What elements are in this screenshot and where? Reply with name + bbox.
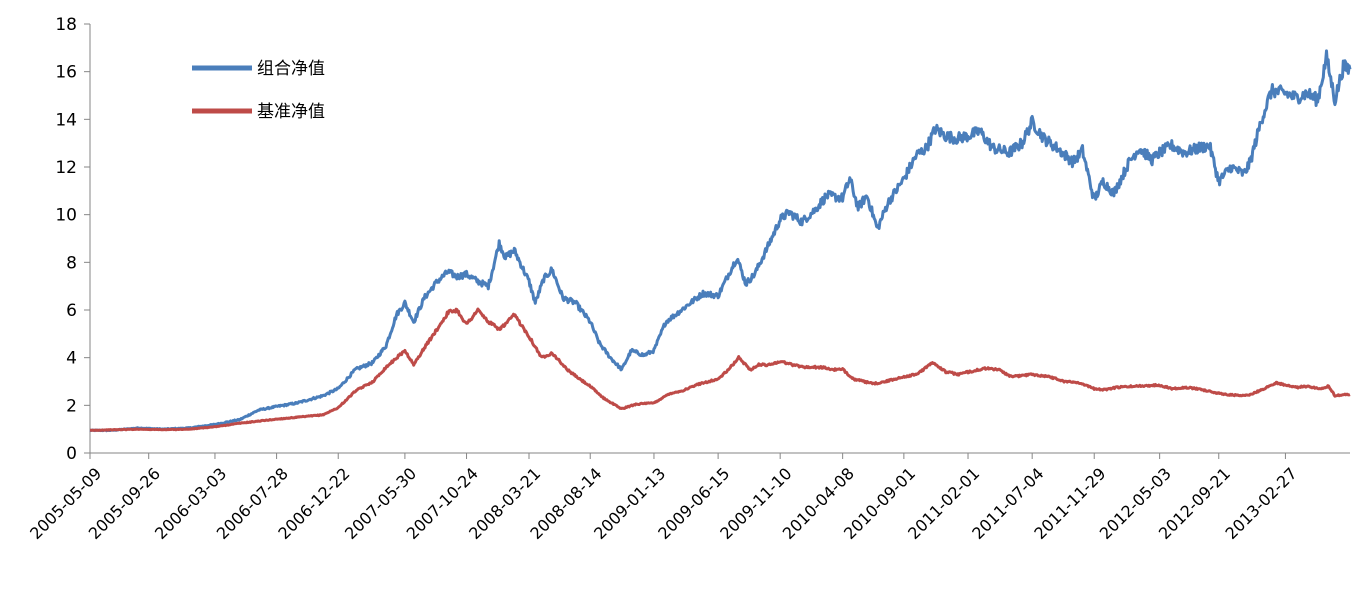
axes bbox=[89, 24, 1350, 454]
y-tick-label: 6 bbox=[66, 301, 77, 321]
series-lines bbox=[89, 49, 1352, 433]
legend-item-benchmark: 基准净值 bbox=[192, 102, 325, 122]
legend-label-benchmark: 基准净值 bbox=[257, 102, 325, 122]
legend-label-portfolio: 组合净值 bbox=[257, 59, 325, 79]
y-tick-label: 10 bbox=[55, 206, 77, 226]
y-tick-label: 18 bbox=[55, 15, 77, 35]
series-line-benchmark bbox=[89, 307, 1351, 432]
y-tick-label: 12 bbox=[55, 158, 77, 178]
y-ticks: 0 2 4 6 8 10 12 14 16 18 bbox=[55, 15, 90, 464]
y-tick-label: 16 bbox=[55, 63, 77, 83]
y-tick-label: 4 bbox=[66, 349, 77, 369]
y-tick-label: 14 bbox=[55, 110, 77, 130]
x-ticks: 2005-05-092005-09-262006-03-032006-07-28… bbox=[26, 453, 1301, 543]
y-tick-label: 8 bbox=[66, 253, 77, 273]
series-line-portfolio bbox=[89, 49, 1352, 433]
x-tick-label: 2013-02-27 bbox=[1222, 464, 1301, 543]
y-tick-label: 2 bbox=[66, 396, 77, 416]
legend-item-portfolio: 组合净值 bbox=[192, 59, 325, 79]
y-tick-label: 0 bbox=[66, 444, 77, 464]
legend: 组合净值 基准净值 bbox=[192, 59, 325, 122]
